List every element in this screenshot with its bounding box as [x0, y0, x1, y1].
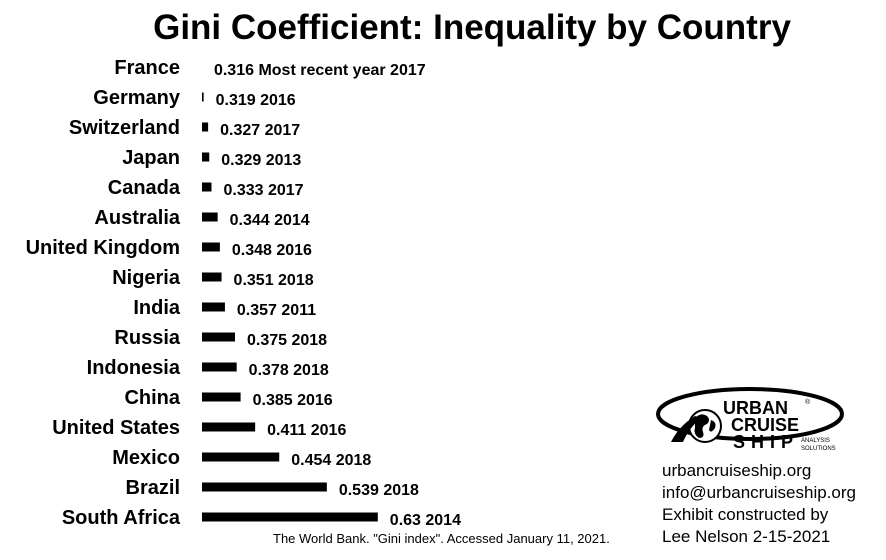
logo-orbit-ring — [656, 387, 844, 441]
bar — [202, 332, 235, 342]
contact-block: urbancruiseship.org info@urbancruiseship… — [662, 460, 856, 548]
credit-line-2: Lee Nelson 2-15-2021 — [662, 527, 831, 546]
logo-line-2: CRUISE — [731, 415, 799, 435]
category-label: France — [114, 57, 180, 79]
email-text: info@urbancruiseship.org — [662, 483, 856, 502]
data-label: 0.375 2018 — [247, 332, 327, 349]
logo-line-3: SHIP — [733, 432, 799, 452]
category-label: Australia — [94, 207, 180, 229]
bar — [202, 272, 222, 282]
data-label: 0.351 2018 — [234, 272, 314, 289]
bar — [202, 92, 204, 102]
logo-tagline-1: ANALYSIS — [801, 438, 830, 444]
data-label: 0.357 2011 — [237, 302, 316, 319]
category-label: Canada — [108, 177, 181, 199]
source-note: The World Bank. "Gini index". Accessed J… — [273, 531, 610, 546]
category-label: Germany — [93, 87, 181, 109]
category-label: Mexico — [112, 447, 180, 469]
bar — [202, 302, 225, 312]
category-label: Switzerland — [69, 117, 180, 139]
data-label: 0.329 2013 — [221, 152, 301, 169]
category-label: Russia — [114, 327, 180, 349]
data-label: 0.333 2017 — [223, 182, 303, 199]
data-label: 0.348 2016 — [232, 242, 312, 259]
website-text: urbancruiseship.org — [662, 461, 812, 480]
credit-line-1: Exhibit constructed by — [662, 505, 829, 524]
category-label: Nigeria — [112, 267, 181, 289]
bar — [202, 152, 210, 162]
data-label: 0.454 2018 — [291, 452, 371, 469]
category-label: China — [124, 387, 180, 409]
category-label: South Africa — [62, 507, 181, 529]
category-label: United States — [52, 417, 180, 439]
data-label: 0.378 2018 — [249, 362, 329, 379]
bar — [202, 482, 327, 492]
logo-tagline-2: SOLUTIONS — [801, 446, 836, 452]
category-label: India — [133, 297, 181, 319]
bar — [202, 392, 241, 402]
category-label: Japan — [122, 147, 180, 169]
bar — [202, 212, 218, 222]
globe-icon — [688, 409, 722, 443]
globe-continents — [694, 414, 716, 438]
figure-icon — [671, 416, 701, 442]
urban-cruise-ship-logo: URBAN CRUISE SHIP ANALYSIS SOLUTIONS ® — [656, 387, 844, 452]
data-label: 0.327 2017 — [220, 122, 300, 139]
logo-line-1: URBAN — [723, 398, 788, 418]
logo-registered-mark: ® — [805, 398, 811, 406]
bar — [202, 182, 212, 192]
category-label: United Kingdom — [26, 237, 180, 259]
category-label: Indonesia — [87, 357, 181, 379]
data-label: 0.411 2016 — [267, 422, 346, 439]
bar — [202, 512, 378, 522]
bar — [202, 122, 209, 132]
data-label: 0.316 Most recent year 2017 — [214, 62, 426, 79]
data-label: 0.385 2016 — [253, 392, 333, 409]
bar — [202, 362, 237, 372]
category-label: Brazil — [126, 477, 180, 499]
data-label: 0.319 2016 — [216, 92, 296, 109]
data-label: 0.344 2014 — [230, 212, 310, 229]
bar — [202, 452, 280, 462]
bar — [202, 242, 220, 252]
bar — [202, 422, 256, 432]
data-label: 0.63 2014 — [390, 512, 461, 529]
chart-title: Gini Coefficient: Inequality by Country — [153, 8, 791, 47]
data-label: 0.539 2018 — [339, 482, 419, 499]
